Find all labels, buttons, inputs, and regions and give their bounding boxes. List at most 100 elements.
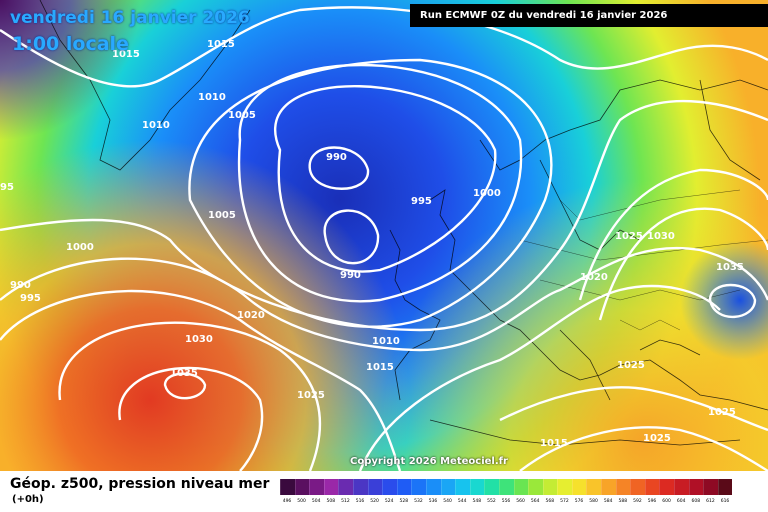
isobar-label: 1000 [473,188,501,199]
color-scale-tick: 576 [574,499,584,504]
isobar-label: 995 [411,196,432,207]
color-swatch [411,479,426,495]
color-scale-ticks: 496 500 504 508 512 516 520 524 528 532 536 540 544 5… [283,499,730,509]
isobar-label: 995 [20,293,41,304]
isobar-label: 1025 [708,407,736,418]
color-swatch [469,479,485,495]
color-swatch [294,479,310,495]
isobar-label: 1000 [66,242,94,253]
color-scale-tick: 516 [355,499,365,504]
color-swatch [703,479,718,495]
color-scale-tick: 604 [676,499,686,504]
color-scale-tick: 584 [603,499,613,504]
isobar-label: 1020 [237,310,265,321]
east-low-shading [0,0,768,471]
color-swatch [688,479,704,495]
isobar-label: 1025 [643,433,671,444]
isobar-label: 95 [0,182,14,193]
color-swatch [396,479,412,495]
color-swatch [586,479,602,495]
isobar-label: 1035 [716,262,744,273]
forecast-date: vendredi 16 janvier 2026 [10,8,250,28]
color-scale-tick: 596 [647,499,657,504]
color-swatch [440,479,456,495]
isobar-label: 1010 [372,336,400,347]
color-scale-tick: 532 [414,499,423,504]
color-scale-tick: 580 [589,499,598,504]
isobar-label: 990 [10,280,31,291]
color-scale-tick: 592 [633,499,642,504]
isobar-label: 1030 [185,334,213,345]
isobar-labels: 1015 1015 1010 1005 1010 990 995 1000 10… [0,39,744,449]
color-scale-tick: 524 [384,499,394,504]
color-swatch [630,479,645,495]
weather-map: 1015 1015 1010 1005 1010 990 995 1000 10… [0,0,768,471]
color-swatch [425,479,441,495]
color-scale-tick: 552 [487,499,496,504]
color-scale-tick: 528 [399,499,409,504]
color-scale-tick: 556 [501,499,511,504]
isobar-label: 1010 [198,92,226,103]
isobar-label: 1005 [228,110,256,121]
color-swatch [528,479,543,495]
color-swatch [382,479,397,495]
color-scale-tick: 508 [326,499,336,504]
isobar-label: 1015 [366,362,394,373]
forecast-time: 1:00 locale [12,33,129,55]
color-swatch [338,479,353,495]
isobar-label: 1015 [207,39,235,50]
color-swatch [717,479,733,495]
forecast-offset: (+0h) [12,494,44,505]
color-scale-tick: 600 [662,499,671,504]
color-scale-tick: 616 [720,499,730,504]
isobar-label: 1005 [208,210,236,221]
color-scale-tick: 496 [282,499,292,504]
isobar-label: 1015 [540,438,568,449]
isobar-label: 1025 [615,231,643,242]
run-info: Run ECMWF 0Z du vendredi 16 janvier 2026 [410,4,768,27]
color-scale-tick: 568 [545,499,555,504]
isobar-label: 1015 [112,49,140,60]
color-scale-tick: 512 [341,499,350,504]
color-swatch [601,479,616,495]
color-swatch [455,479,470,495]
legend-bar: Géop. z500, pression niveau mer (+0h) 49… [0,471,768,512]
color-swatch [367,479,383,495]
isobar-label: 990 [340,270,361,281]
color-scale-tick: 564 [530,499,540,504]
color-swatch [352,479,368,495]
color-swatch [557,479,572,495]
color-swatch [644,479,660,495]
color-scale-tick: 548 [472,499,482,504]
isobar-label: 1035 [170,368,198,379]
color-scale-tick: 572 [560,499,569,504]
color-scale-tick: 588 [618,499,628,504]
isobar-label: 1020 [580,272,608,283]
color-scale-tick: 544 [457,499,467,504]
isobar-label: 1025 [617,360,645,371]
color-swatch [484,479,499,495]
copyright: Copyright 2026 Meteociel.fr [350,456,508,467]
isobar-label: 1010 [142,120,170,131]
color-swatch [659,479,675,495]
color-swatch [615,479,631,495]
isobar-label: 990 [326,152,347,163]
isobars [0,6,768,471]
color-scale-tick: 520 [370,499,379,504]
color-scale-tick: 504 [311,499,321,504]
color-scale-tick: 540 [443,499,452,504]
color-swatch [309,479,324,495]
color-swatch [571,479,587,495]
color-swatch [513,479,529,495]
color-scale-tick: 612 [706,499,715,504]
isobar-label: 1030 [647,231,675,242]
isobar-label: 1025 [297,390,325,401]
color-swatch [542,479,558,495]
layer-title: Géop. z500, pression niveau mer [10,476,270,492]
color-scale-tick: 608 [691,499,701,504]
color-scale-tick: 560 [516,499,525,504]
color-scale-tick: 536 [428,499,438,504]
color-scale-tick: 500 [297,499,306,504]
color-swatch [674,479,689,495]
color-swatch [498,479,514,495]
